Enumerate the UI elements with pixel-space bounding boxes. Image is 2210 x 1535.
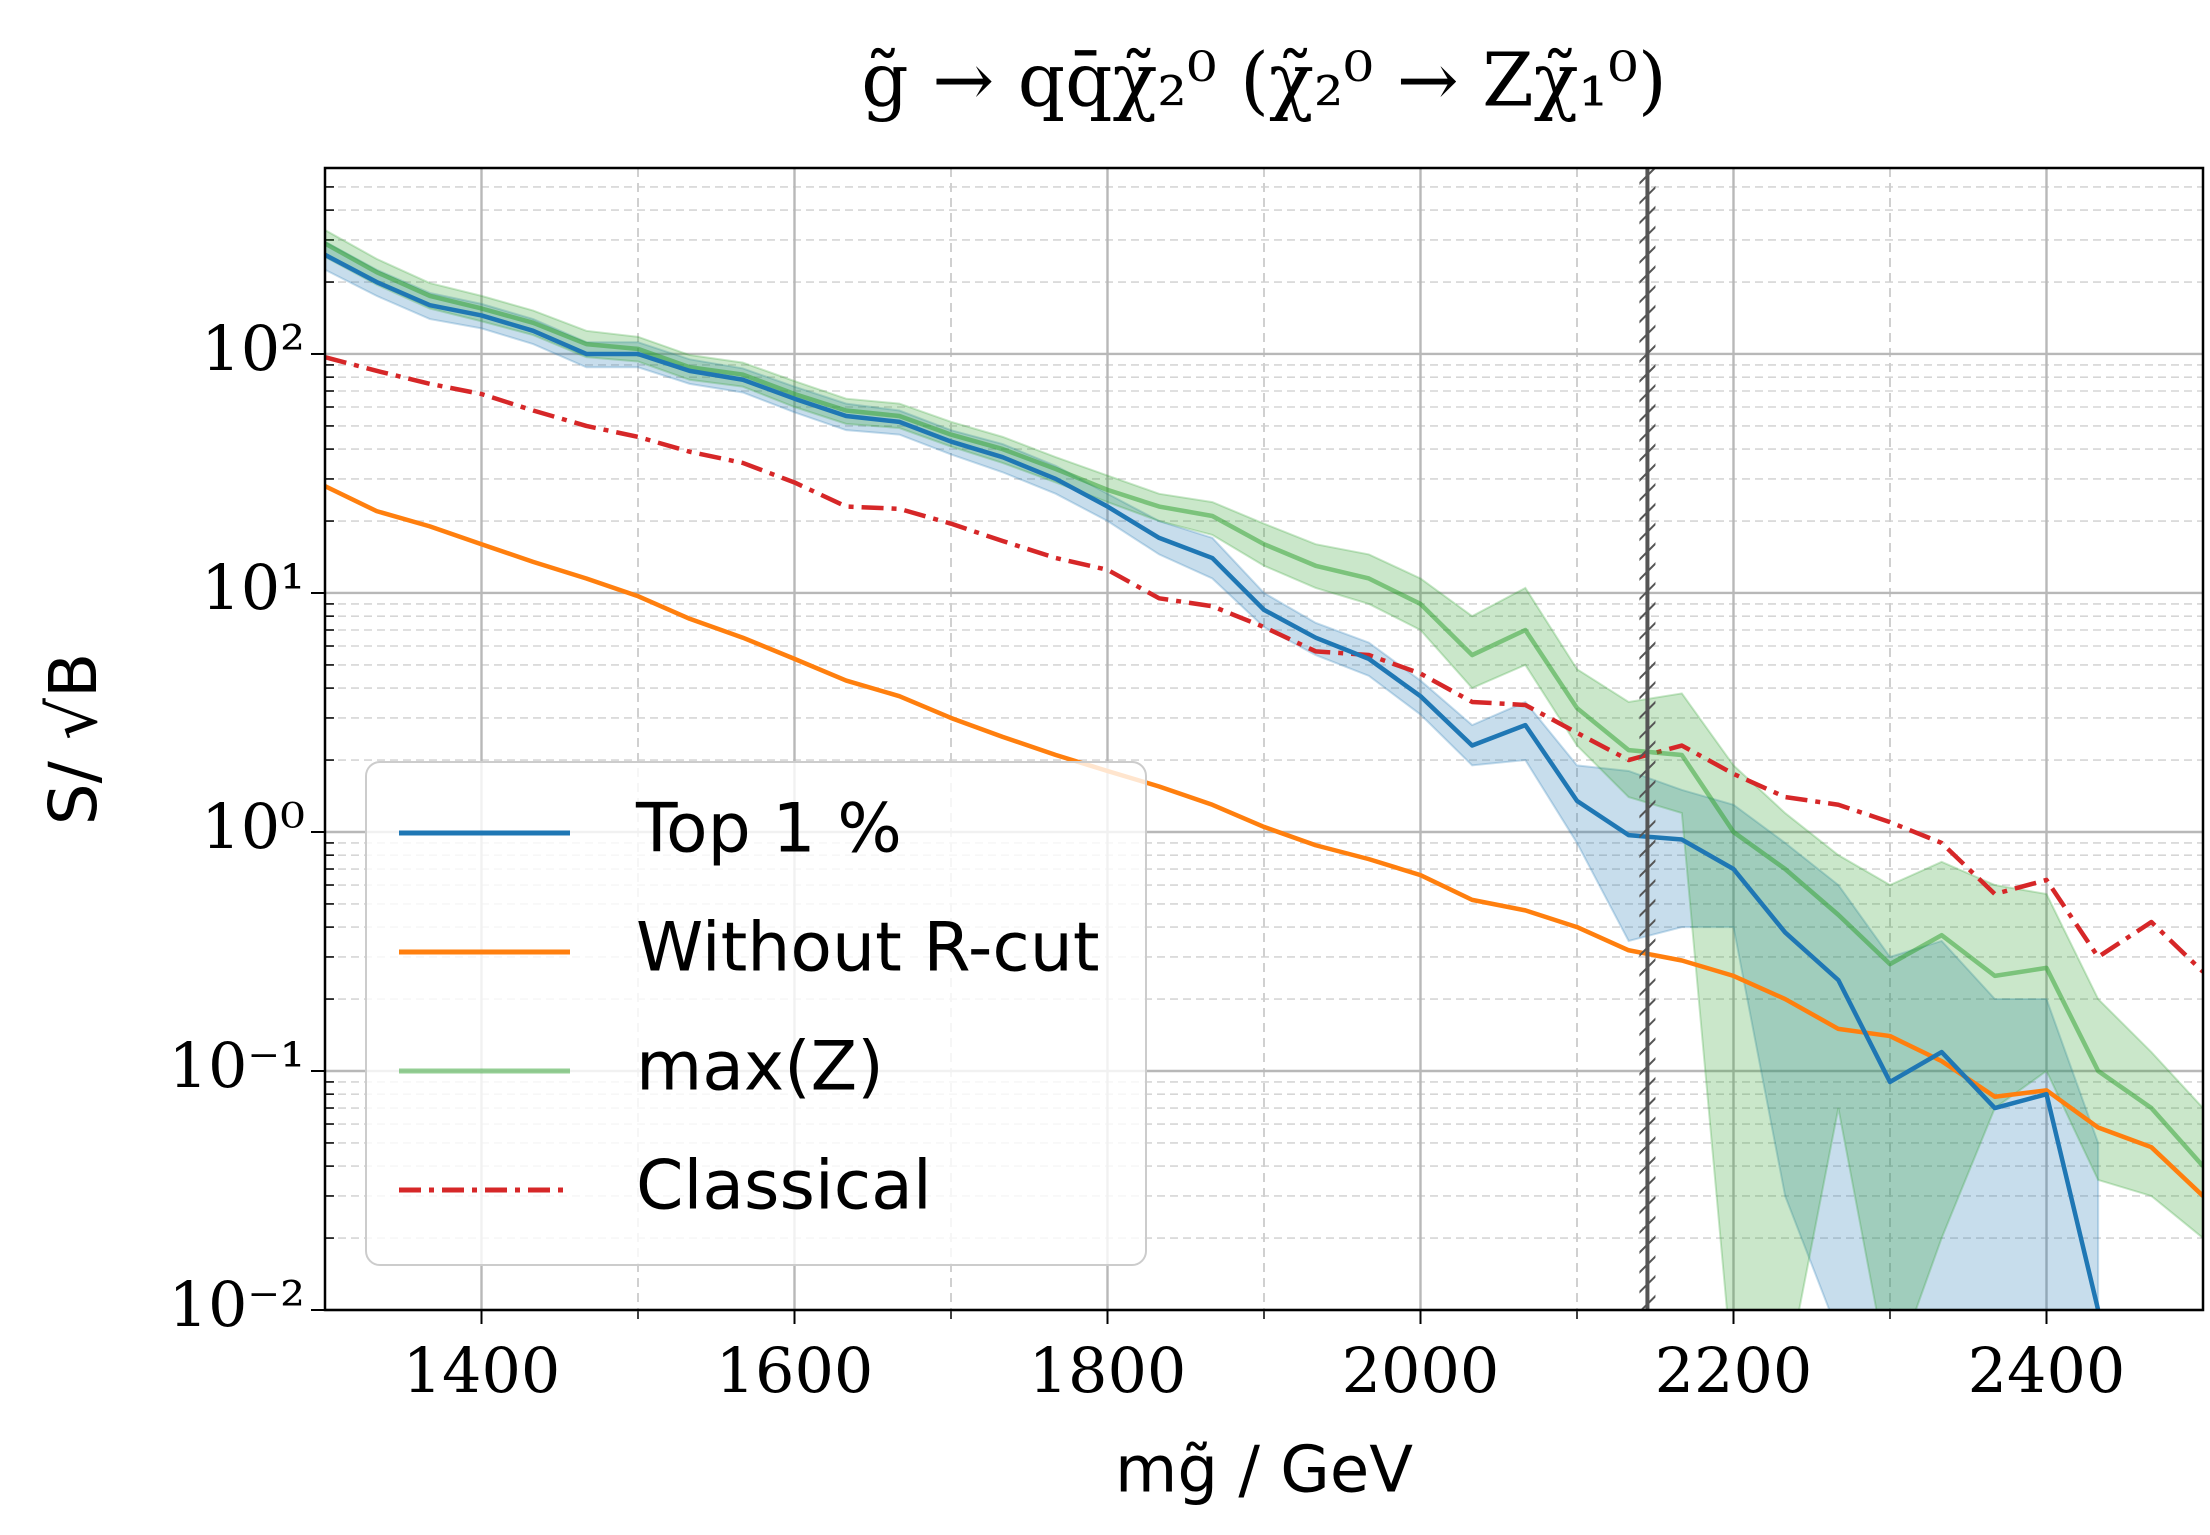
- legend-label: Without R-cut: [636, 909, 1100, 988]
- legend-box: [365, 761, 1147, 1266]
- x-tick-label: 1800: [1029, 1334, 1187, 1407]
- line: [325, 241, 2203, 1168]
- x-tick-label: 2400: [1968, 1334, 2126, 1407]
- legend-label: max(Z): [636, 1028, 884, 1107]
- y-tick-label: 10²: [201, 312, 305, 385]
- y-tick-label: 10⁰: [201, 790, 305, 863]
- y-axis-label: S/ √B: [35, 653, 112, 825]
- y-tick-label: 10⁻²: [169, 1268, 305, 1341]
- chart-title: g̃ → qq̄χ̃₂⁰ (χ̃₂⁰ → Zχ̃₁⁰): [861, 37, 1666, 123]
- y-tick-label: 10⁻¹: [169, 1029, 305, 1102]
- line: [325, 484, 2203, 1198]
- line: [325, 354, 2203, 974]
- plot-area: [325, 168, 2203, 1310]
- line: [325, 252, 2101, 1310]
- y-tick-label: 10¹: [201, 551, 305, 624]
- x-tick-label: 2000: [1342, 1334, 1500, 1407]
- error-band: [325, 228, 2203, 1310]
- error-band: [325, 240, 2100, 1310]
- x-axis-label: mg̃ / GeV: [1115, 1434, 1413, 1508]
- x-tick-label: 1600: [716, 1334, 874, 1407]
- x-tick-label: 1400: [403, 1334, 561, 1407]
- legend-label: Classical: [636, 1147, 932, 1226]
- x-tick-label: 2200: [1655, 1334, 1813, 1407]
- plot-frame: [323, 166, 2205, 1312]
- legend-label: Top 1 %: [635, 790, 902, 869]
